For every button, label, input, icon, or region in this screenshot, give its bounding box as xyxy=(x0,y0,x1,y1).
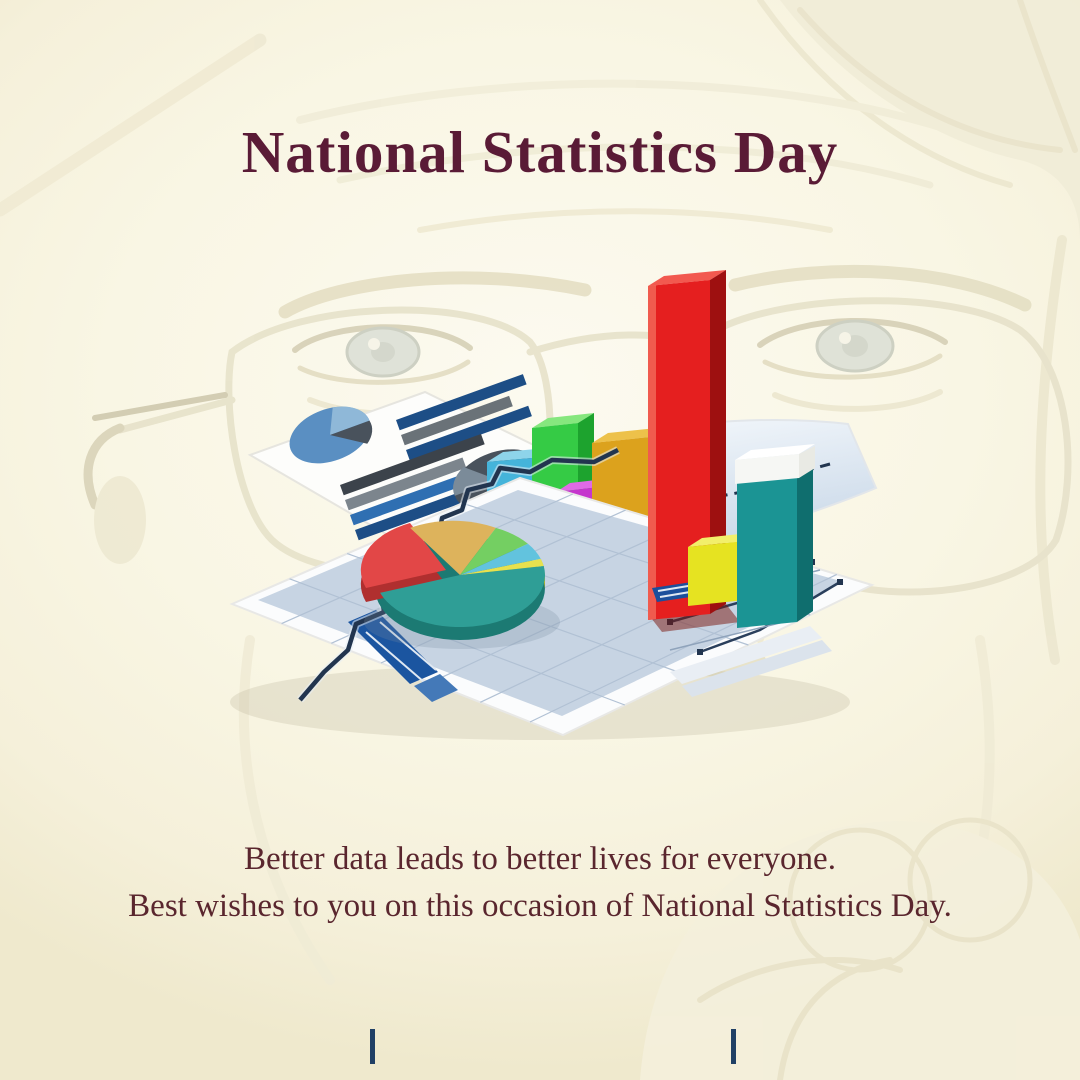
report-paper-front xyxy=(229,446,875,737)
pie-slice-red xyxy=(360,523,446,588)
bar-magenta xyxy=(556,478,614,578)
red-bar-shadow xyxy=(648,604,740,632)
left-eye xyxy=(292,324,483,417)
bar-gold xyxy=(592,427,666,602)
report-paper-curved xyxy=(618,419,878,562)
message-line-2: Best wishes to you on this occasion of N… xyxy=(128,887,952,924)
pie-slice-cyan xyxy=(460,543,541,575)
bar-yellow xyxy=(688,532,759,606)
report-paper-back xyxy=(247,374,588,547)
right-eye xyxy=(757,317,948,412)
greeting-message: Better data leads to better lives for ev… xyxy=(0,836,1080,930)
bar-cyan xyxy=(487,448,548,560)
axis-bricks xyxy=(652,582,697,602)
mini-pie-chart-blue xyxy=(289,406,373,464)
round-glasses xyxy=(83,297,1072,596)
right-eyebrow xyxy=(728,264,1032,312)
pie-slice-yellow xyxy=(460,558,544,575)
bar-teal-white-cap xyxy=(735,444,815,628)
pie-slice-gold xyxy=(410,520,496,575)
blue-tick-left xyxy=(370,1029,375,1064)
left-ear xyxy=(94,476,146,564)
left-eyebrow xyxy=(278,271,592,319)
pie-slice-teal xyxy=(380,566,545,628)
annotation-connectors xyxy=(667,559,843,655)
message-line-1: Better data leads to better lives for ev… xyxy=(244,841,836,877)
ground-shadow xyxy=(230,664,850,740)
pie-slice-green xyxy=(460,527,528,575)
statistics-3d-illustration xyxy=(229,270,878,740)
card-title: National Statistics Day xyxy=(241,119,839,185)
bar-green xyxy=(532,413,594,568)
zigzag-line-chart xyxy=(298,447,620,702)
nose xyxy=(627,435,773,677)
axis-block xyxy=(348,610,438,684)
pie-chart-3d xyxy=(360,520,560,649)
blue-tick-right xyxy=(731,1029,736,1064)
mini-pie-chart-gray xyxy=(453,449,543,511)
grid-lines xyxy=(281,493,838,723)
bar-red-tall xyxy=(648,270,726,620)
